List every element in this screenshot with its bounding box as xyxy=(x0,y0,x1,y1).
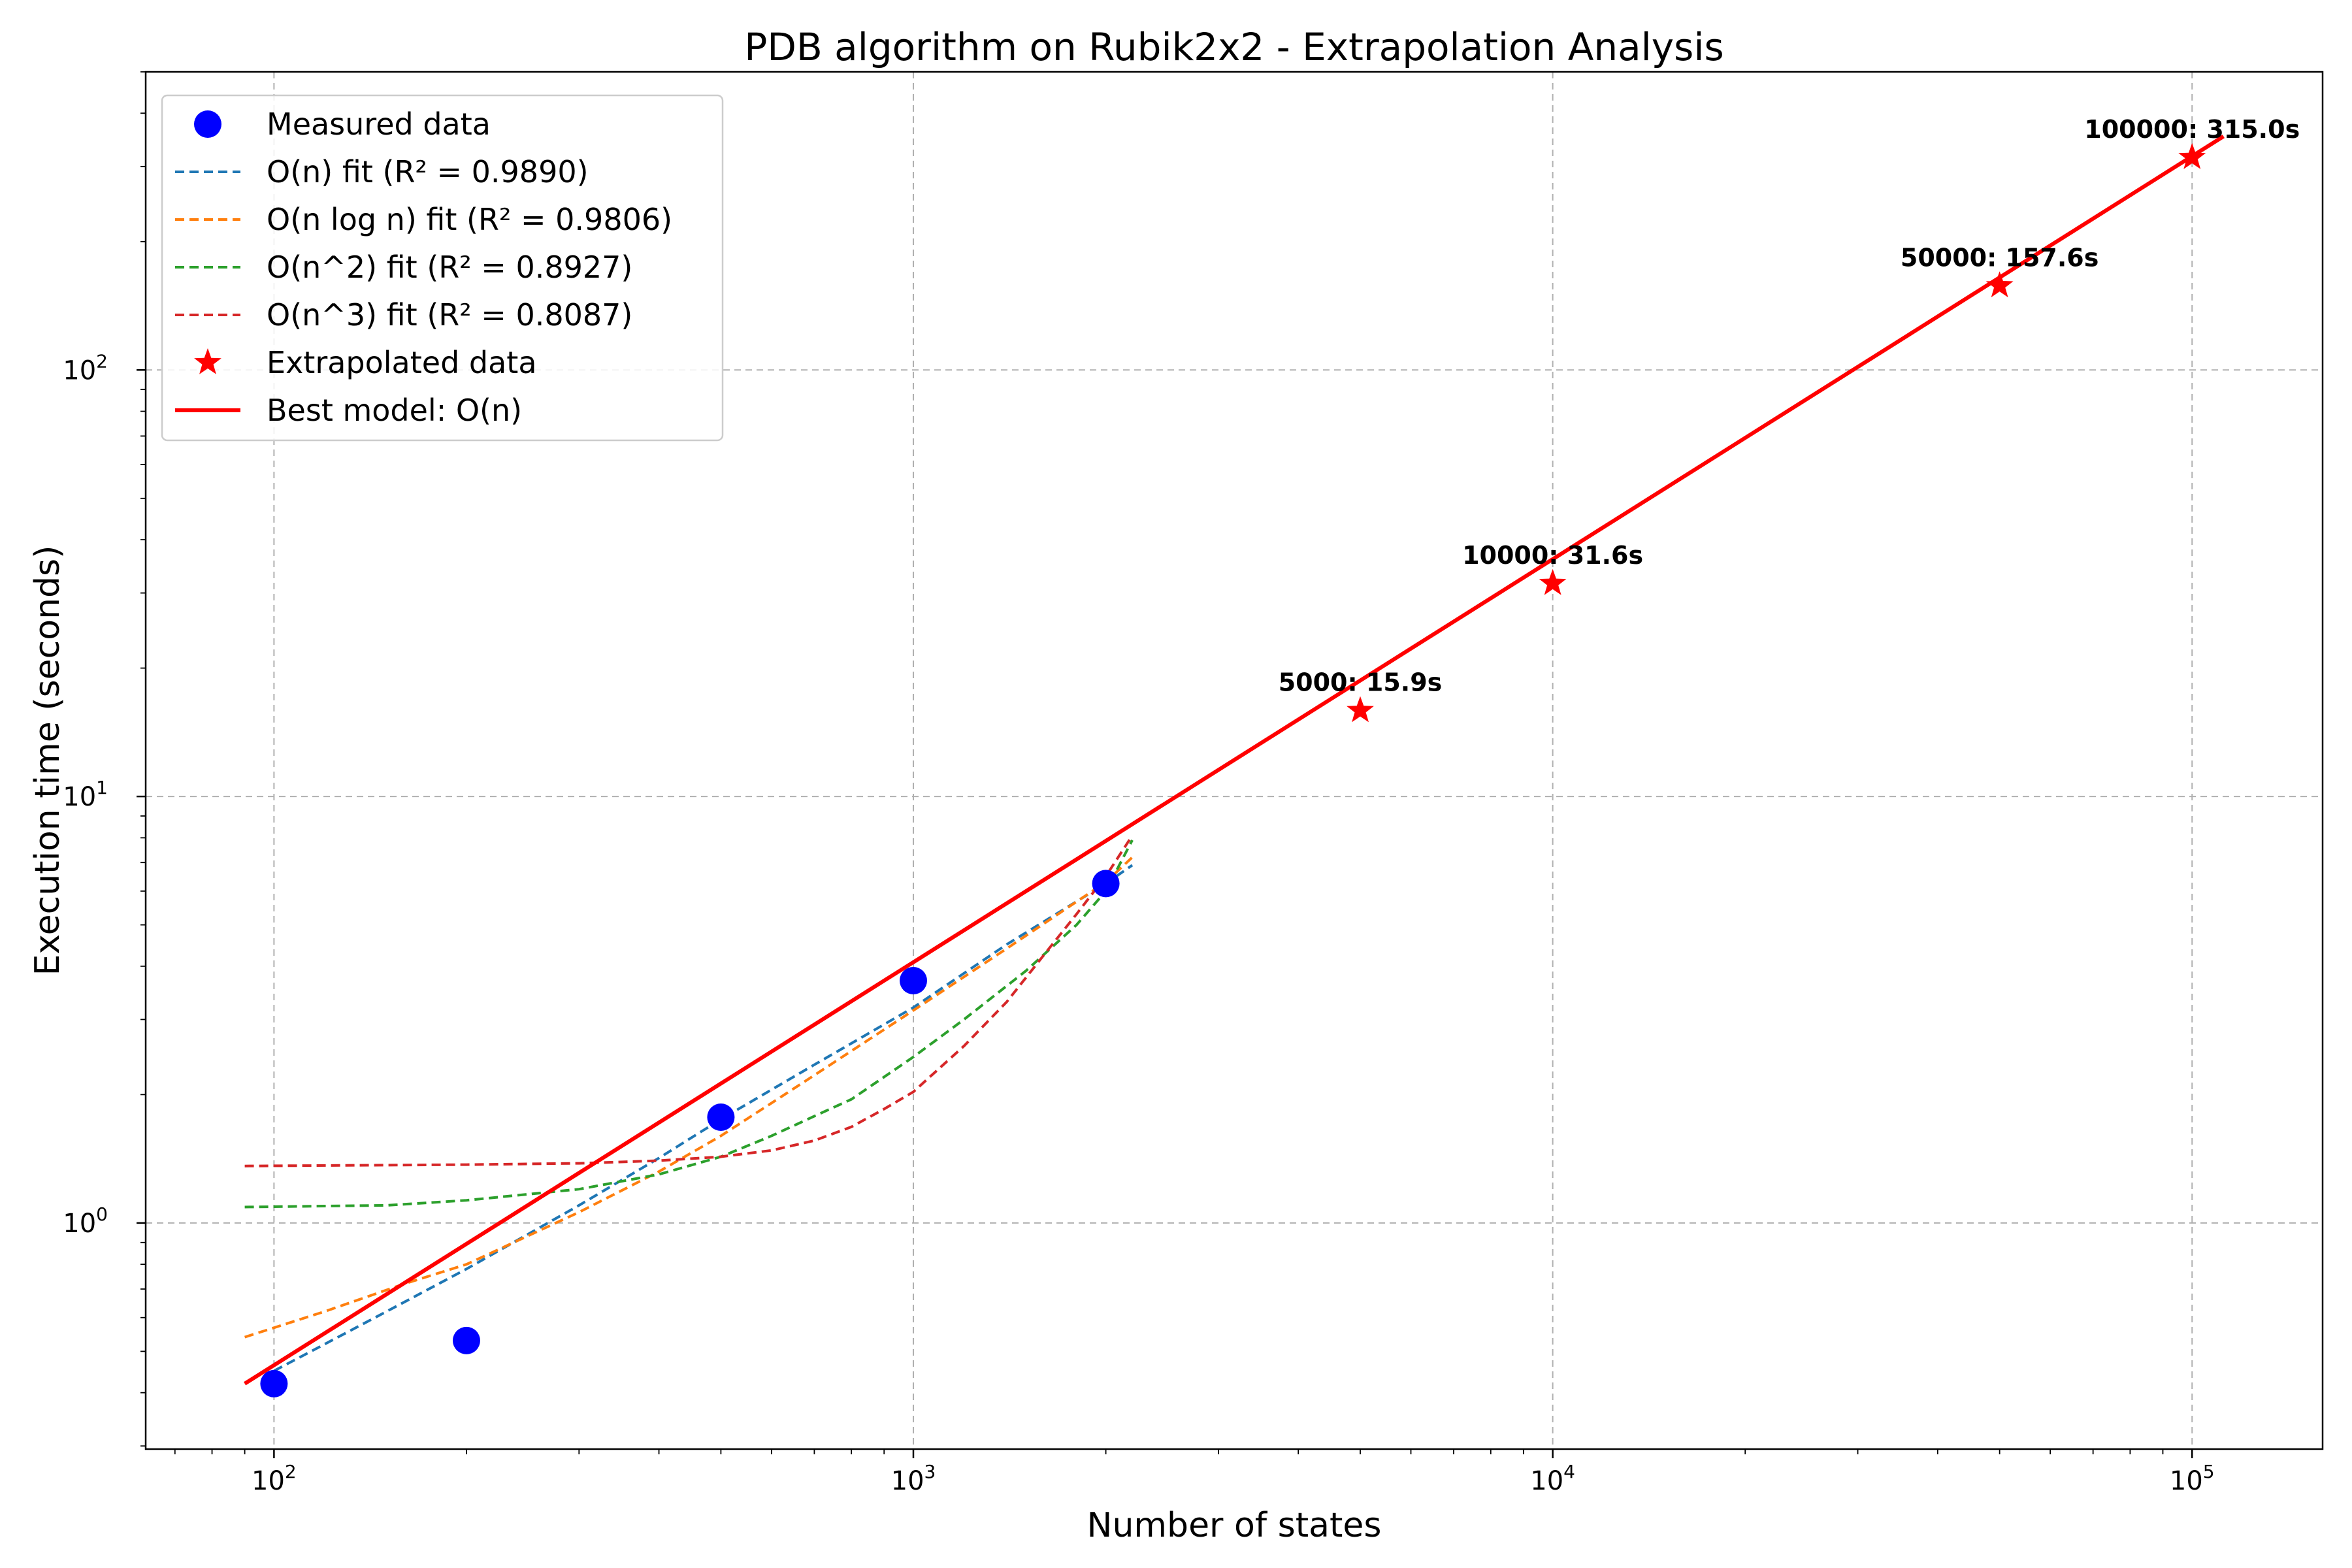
extrapolated-label: 50000: 157.6s xyxy=(1901,243,2099,272)
y-axis-label: Execution time (seconds) xyxy=(28,546,67,976)
plot-frame xyxy=(144,71,2324,1450)
legend-extrapolated-label: Extrapolated data xyxy=(267,345,537,380)
extrapolated-point xyxy=(2178,143,2206,169)
chart-title: PDB algorithm on Rubik2x2 - Extrapolatio… xyxy=(744,25,1723,69)
y-tick-label: 100 xyxy=(63,1203,108,1239)
fit-line-o-n-2 xyxy=(244,839,1134,1209)
legend-measured-marker xyxy=(194,110,221,138)
measured-point xyxy=(1092,870,1120,898)
extrapolated-label: 100000: 315.0s xyxy=(2084,115,2300,144)
fit-line-o-n xyxy=(273,864,1134,1373)
legend-fit-o-n-3-label: O(n^3) fit (R² = 0.8087) xyxy=(267,297,632,333)
extrapolated-point xyxy=(1347,696,1374,723)
fit-line-o-n-log-n xyxy=(244,856,1134,1339)
legend-box xyxy=(161,94,724,442)
legend: Measured data O(n) fit (R² = 0.9890) O(n l… xyxy=(161,94,724,442)
fit-line-o-n-3 xyxy=(244,834,1134,1168)
extrapolated-point xyxy=(1539,568,1567,595)
extrapolated-point xyxy=(1985,271,2014,298)
legend-measured-label: Measured data xyxy=(267,106,491,142)
extrapolated-label: 5000: 15.9s xyxy=(1279,668,1443,697)
extrapolated-label: 10000: 31.6s xyxy=(1462,541,1643,570)
legend-fit-o-n-log-n-label: O(n log n) fit (R² = 0.9806) xyxy=(267,202,672,237)
measured-point xyxy=(899,966,927,994)
legend-extrapolated-marker xyxy=(194,348,221,374)
plot-series: 5000: 15.9s 10000: 31.6s 50000: 157.6s 1000… xyxy=(243,115,2300,1397)
best-model-line xyxy=(243,135,2225,1386)
legend-fit-o-n-label: O(n) fit (R² = 0.9890) xyxy=(267,154,589,189)
measured-point xyxy=(707,1103,735,1132)
measured-point xyxy=(452,1326,480,1354)
legend-best-model-label: Best model: O(n) xyxy=(267,393,522,428)
x-axis-label: Number of states xyxy=(1087,1506,1382,1545)
measured-point xyxy=(260,1369,288,1397)
x-tick-label: 105 xyxy=(2170,1461,2215,1496)
legend-fit-o-n-2-label: O(n^2) fit (R² = 0.8927) xyxy=(267,250,632,285)
grid-lines xyxy=(146,72,2323,1449)
